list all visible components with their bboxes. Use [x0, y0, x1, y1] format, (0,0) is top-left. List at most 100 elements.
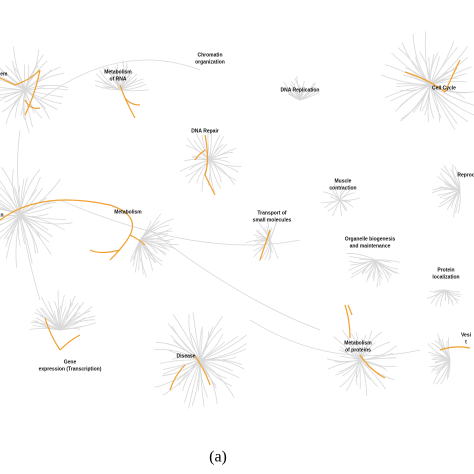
highlight	[344, 304, 386, 379]
branch	[24, 84, 69, 91]
branch	[339, 199, 343, 217]
branch	[13, 46, 26, 91]
branch	[444, 289, 459, 304]
branch	[19, 168, 41, 216]
branch	[374, 259, 389, 283]
branch	[429, 45, 468, 86]
branch	[348, 338, 361, 361]
branch	[299, 87, 308, 101]
branch	[19, 213, 49, 217]
branch	[452, 164, 461, 191]
branch	[59, 302, 79, 331]
node-label: Chromatin	[198, 52, 223, 58]
branch	[139, 239, 170, 252]
branch	[139, 239, 158, 254]
node-label: Organelle biogenesis	[345, 236, 396, 242]
branch	[199, 359, 218, 404]
branch	[209, 156, 229, 161]
branch	[346, 253, 376, 261]
branch	[161, 359, 201, 377]
branch	[351, 259, 376, 275]
branch	[139, 224, 169, 241]
branch	[199, 334, 247, 361]
branch	[95, 85, 121, 91]
node-label: localization	[432, 274, 459, 280]
branch	[209, 159, 222, 190]
branch	[40, 296, 61, 331]
branch	[199, 359, 240, 379]
branch	[184, 359, 201, 403]
branch	[430, 289, 446, 293]
branch	[199, 328, 202, 361]
branch	[326, 358, 361, 362]
branch	[139, 238, 171, 243]
branch	[0, 193, 21, 216]
branch	[339, 188, 347, 201]
branch	[0, 67, 26, 91]
branch	[188, 313, 201, 361]
branch	[320, 199, 341, 204]
node-label: Gene	[64, 359, 77, 365]
branch	[0, 214, 21, 233]
tree-fans	[0, 31, 474, 409]
branch	[429, 359, 451, 368]
branch	[333, 183, 341, 201]
branch	[339, 346, 361, 361]
branch	[327, 199, 341, 212]
node-label: Protein	[437, 267, 454, 273]
branch	[355, 331, 361, 361]
branch	[160, 359, 201, 364]
branch	[257, 230, 271, 241]
branch	[0, 69, 26, 91]
branch	[391, 52, 431, 86]
branch	[15, 214, 21, 268]
highlight	[44, 317, 81, 351]
branch	[384, 84, 431, 99]
branch	[350, 259, 376, 278]
highlight	[119, 84, 141, 119]
node-label: organization	[195, 59, 225, 65]
branch	[359, 359, 367, 396]
branch	[339, 197, 360, 201]
node-label: tem	[0, 71, 8, 77]
branch	[339, 359, 361, 388]
branch	[193, 139, 211, 161]
branch	[269, 222, 277, 241]
branch	[359, 341, 376, 361]
node-label: of RNA	[110, 76, 127, 82]
highlight	[194, 134, 216, 196]
branch	[457, 170, 461, 191]
branch	[348, 259, 376, 264]
branch	[0, 199, 21, 216]
branch	[199, 328, 223, 361]
branch	[444, 289, 450, 305]
branch	[24, 72, 65, 91]
node-label: of proteins	[345, 347, 371, 353]
long-links	[17, 59, 421, 357]
node-label: Reproc	[457, 172, 474, 178]
branch	[162, 359, 201, 396]
link	[149, 229, 321, 331]
branch	[4, 89, 26, 103]
highlight	[0, 69, 41, 116]
highlight	[439, 346, 471, 351]
branch	[374, 259, 392, 263]
branch	[209, 131, 212, 161]
branch	[24, 64, 26, 91]
branch	[19, 187, 43, 216]
branch	[429, 84, 442, 119]
branch	[434, 289, 446, 307]
branch	[35, 319, 61, 331]
highlight	[169, 355, 211, 391]
branch	[201, 159, 211, 192]
branch	[339, 192, 356, 201]
branch	[429, 84, 474, 106]
branch	[59, 328, 81, 331]
branch	[355, 359, 361, 381]
branch	[366, 259, 376, 281]
node-label: DNA Replication	[281, 87, 320, 93]
branch	[129, 239, 141, 263]
branch	[12, 60, 26, 91]
branch	[324, 199, 341, 209]
branch	[119, 78, 144, 91]
